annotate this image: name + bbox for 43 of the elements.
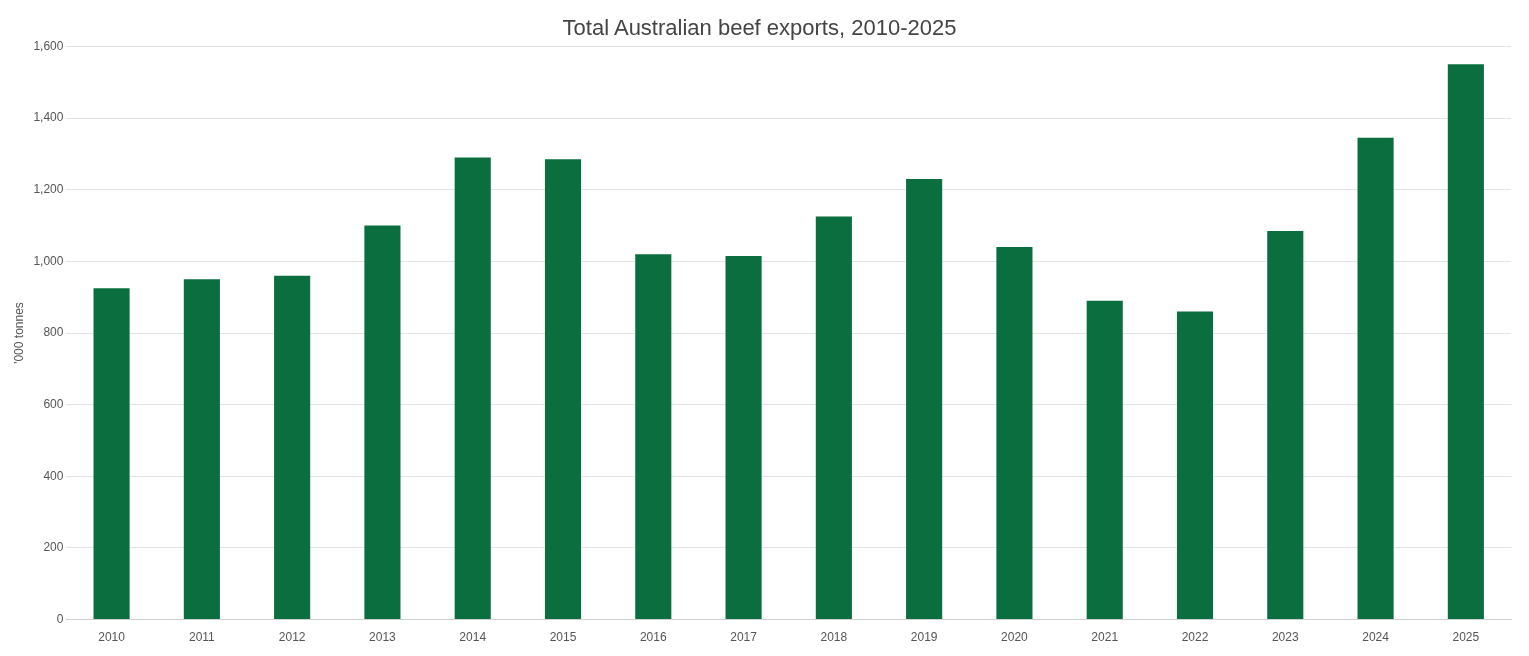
y-tick-label: 0 (56, 611, 64, 626)
y-tick-label: 1,600 (33, 38, 64, 53)
bar (725, 255, 762, 620)
bar (1176, 311, 1214, 620)
x-tick-label: 2016 (639, 630, 667, 645)
y-tick-label: 1,400 (33, 110, 64, 125)
x-tick-label: 2025 (1452, 630, 1480, 645)
bar (454, 157, 491, 620)
x-tick-label: 2012 (278, 630, 306, 645)
y-tick-label: 600 (43, 396, 64, 411)
y-tick-label: 1,000 (33, 253, 64, 268)
x-tick-label: 2013 (369, 630, 397, 645)
y-tick-label: 200 (43, 540, 64, 555)
x-tick-label: 2019 (910, 630, 938, 645)
y-tick-label: 1,200 (33, 182, 64, 197)
x-tick-label: 2021 (1091, 630, 1119, 645)
x-tick-label: 2011 (188, 630, 216, 645)
x-tick-label: 2020 (1001, 630, 1029, 645)
x-tick-label: 2024 (1362, 630, 1390, 645)
y-tick-label: 800 (43, 325, 64, 340)
x-tick-label: 2018 (820, 630, 848, 645)
bar (1086, 300, 1123, 620)
chart-title: Total Australian beef exports, 2010-2025 (562, 15, 957, 41)
bar (815, 216, 852, 620)
bar (1267, 230, 1304, 620)
bar (996, 247, 1033, 620)
bar (1447, 64, 1484, 620)
bar (544, 159, 582, 620)
x-tick-label: 2017 (730, 630, 758, 645)
y-axis-title: '000 tonnes (11, 302, 26, 364)
y-tick-label: 400 (43, 468, 64, 483)
x-tick-label: 2022 (1181, 630, 1209, 645)
x-tick-label: 2015 (549, 630, 577, 645)
bar (274, 275, 311, 620)
x-tick-label: 2010 (98, 630, 126, 645)
bar (364, 225, 401, 620)
bar (1357, 137, 1394, 620)
bar (906, 178, 943, 620)
x-tick-label: 2014 (459, 630, 487, 645)
bar (93, 288, 130, 620)
bar (635, 254, 672, 620)
x-tick-label: 2023 (1271, 630, 1299, 645)
bar (183, 279, 220, 620)
